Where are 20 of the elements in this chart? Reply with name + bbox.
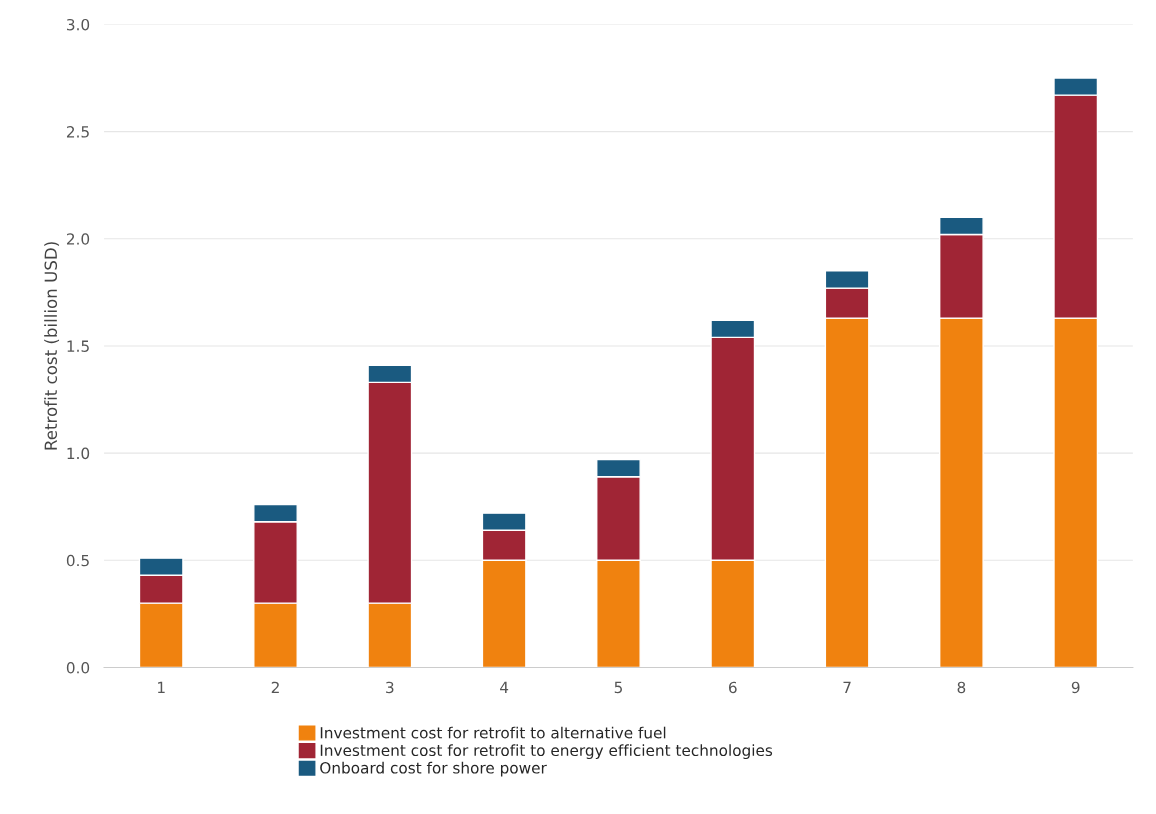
y-tick-label: 0.5	[66, 554, 89, 567]
y-tick-label: 0.0	[66, 661, 90, 674]
x-tick-label: 9	[1071, 681, 1080, 694]
y-tick-label: 2.5	[66, 126, 89, 138]
x-tick-label: 2	[271, 681, 279, 693]
legend-label: Onboard cost for shore power	[320, 761, 547, 777]
x-tick-label: 6	[728, 681, 737, 694]
x-tick-label: 1	[158, 681, 165, 693]
y-tick-label: 1.5	[67, 340, 89, 352]
x-tick-label: 3	[386, 681, 394, 694]
y-tick-label: 3.0	[67, 18, 90, 31]
legend-label: Investment cost for retrofit to alternative fuel	[320, 726, 666, 739]
y-tick-label: 2.0	[66, 233, 90, 245]
y-axis-title: Retrofit cost (billion USD)	[44, 242, 60, 450]
x-tick-label: 8	[957, 681, 966, 694]
x-tick-label: 5	[614, 681, 622, 694]
legend-label: Investment cost for retrofit to energy efficient technologies	[320, 744, 773, 760]
x-tick-label: 4	[500, 681, 509, 693]
y-tick-label: 1.0	[67, 447, 90, 460]
x-tick-label: 7	[843, 681, 851, 693]
